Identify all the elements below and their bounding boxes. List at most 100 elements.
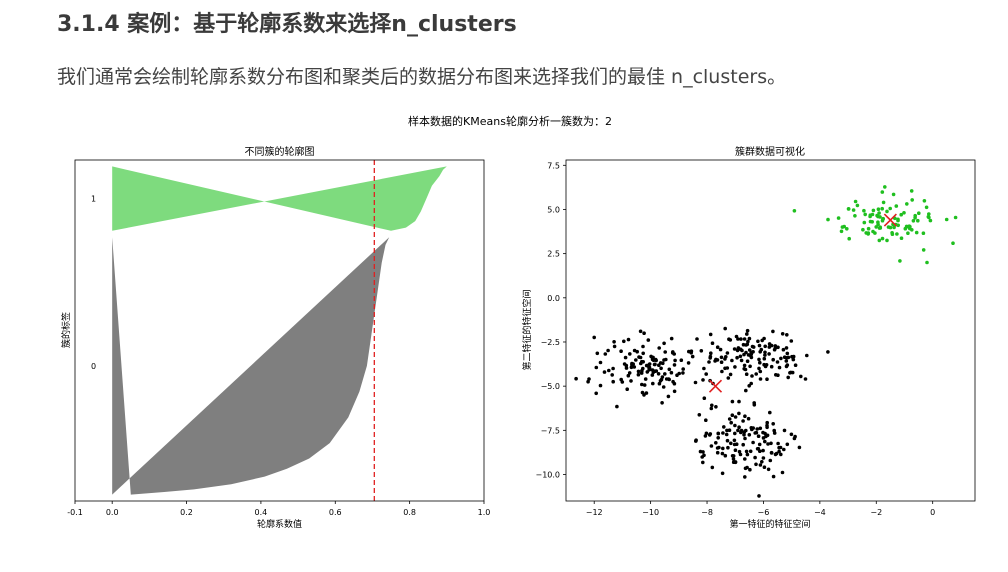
silhouette-plot-title: 不同簇的轮廓图 (245, 145, 315, 158)
scatter-point-cluster-0 (784, 356, 789, 360)
scatter-point-cluster-1 (916, 218, 920, 223)
scatter-point-cluster-0 (768, 410, 772, 415)
scatter-point-cluster-0 (743, 436, 747, 441)
scatter-point-cluster-0 (728, 338, 733, 342)
scatter-point-cluster-0 (745, 452, 750, 457)
scatter-point-cluster-0 (785, 333, 789, 337)
scatter-point-cluster-1 (861, 227, 865, 232)
scatter-point-cluster-0 (681, 371, 685, 375)
x-tick-label: −10 (642, 508, 659, 517)
scatter-point-cluster-0 (694, 438, 698, 443)
scatter-plot: 簇群数据可视化 −12 −10 −8 −6 −4 −2 0 −10.0 −7.5 −5.0 −2.… (521, 145, 976, 530)
scatter-point-cluster-1 (914, 230, 919, 235)
scatter-point-cluster-0 (715, 450, 720, 455)
scatter-point-cluster-0 (607, 368, 611, 373)
scatter-point-cluster-1 (903, 226, 908, 231)
scatter-point-cluster-0 (776, 441, 780, 446)
scatter-point-cluster-0 (725, 438, 730, 443)
scatter-point-cluster-0 (786, 375, 790, 380)
scatter-point-cluster-1 (906, 224, 910, 229)
scatter-point-cluster-1 (876, 222, 880, 227)
scatter-point-cluster-1 (877, 211, 881, 215)
scatter-point-cluster-0 (768, 458, 773, 463)
scatter-point-cluster-0 (733, 431, 737, 436)
scatter-point-cluster-1 (870, 212, 875, 217)
scatter-point-cluster-0 (720, 451, 725, 456)
scatter-point-cluster-1 (899, 236, 904, 240)
scatter-point-cluster-0 (646, 338, 651, 342)
scatter-y-ticks: −10.0 −7.5 −5.0 −2.5 0.0 2.5 5.0 7.5 (535, 161, 566, 479)
scatter-point-cluster-0 (736, 346, 741, 350)
scatter-point-cluster-0 (659, 377, 664, 382)
scatter-point-cluster-0 (715, 345, 720, 350)
scatter-plot-title: 簇群数据可视化 (735, 145, 805, 158)
scatter-point-cluster-0 (657, 381, 662, 386)
scatter-point-cluster-0 (699, 349, 704, 353)
scatter-point-cluster-0 (739, 337, 743, 341)
scatter-point-cluster-0 (698, 449, 703, 454)
scatter-point-cluster-0 (744, 388, 748, 393)
scatter-point-cluster-0 (779, 452, 783, 457)
scatter-point-cluster-0 (744, 350, 748, 355)
scatter-point-cluster-0 (777, 365, 782, 370)
scatter-point-cluster-0 (663, 372, 667, 376)
scatter-point-cluster-0 (690, 354, 695, 359)
scatter-point-cluster-0 (642, 331, 646, 336)
scatter-point-cluster-0 (709, 351, 713, 356)
cluster-center-marker (883, 213, 897, 227)
scatter-point-cluster-0 (741, 419, 745, 423)
scatter-point-cluster-0 (701, 460, 705, 465)
scatter-point-cluster-0 (771, 329, 775, 334)
scatter-point-cluster-0 (773, 344, 778, 348)
scatter-point-cluster-0 (763, 431, 767, 436)
scatter-point-cluster-0 (721, 446, 725, 451)
scatter-point-cluster-0 (743, 457, 747, 461)
scatter-point-cluster-1 (910, 228, 914, 232)
scatter-point-cluster-0 (732, 347, 737, 351)
scatter-point-cluster-0 (737, 399, 741, 404)
scatter-x-ticks: −12 −10 −8 −6 −4 −2 0 (586, 501, 935, 517)
x-tick-label: 0.8 (403, 508, 416, 517)
scatter-point-cluster-1 (839, 229, 844, 234)
scatter-point-cluster-0 (762, 336, 766, 341)
scatter-point-cluster-0 (725, 428, 729, 433)
scatter-point-cluster-0 (632, 348, 637, 353)
scatter-point-cluster-1 (925, 260, 929, 265)
scatter-point-cluster-0 (619, 377, 623, 382)
scatter-point-cluster-0 (650, 357, 655, 361)
scatter-point-cluster-0 (765, 423, 769, 428)
scatter-point-cluster-0 (734, 334, 739, 339)
scatter-point-cluster-0 (716, 436, 720, 440)
scatter-point-cluster-1 (902, 211, 906, 215)
scatter-point-cluster-0 (672, 389, 677, 394)
scatter-point-cluster-0 (745, 328, 750, 333)
scatter-point-cluster-0 (758, 377, 763, 381)
scatter-point-cluster-1 (846, 207, 851, 211)
scatter-point-cluster-0 (602, 370, 607, 374)
x-tick-label: 0.6 (329, 508, 342, 517)
scatter-point-cluster-1 (880, 190, 885, 194)
scatter-point-cluster-0 (775, 360, 780, 364)
scatter-point-cluster-0 (704, 431, 709, 436)
x-tick-label: 1.0 (478, 508, 491, 517)
scatter-point-cluster-1 (836, 216, 841, 220)
scatter-point-cluster-0 (733, 415, 738, 419)
silhouette-area-cluster-1 (112, 166, 447, 231)
scatter-point-cluster-0 (701, 378, 705, 382)
scatter-point-cluster-0 (777, 449, 781, 454)
scatter-point-cluster-1 (917, 211, 921, 215)
scatter-point-cluster-0 (662, 358, 666, 362)
scatter-point-cluster-0 (697, 413, 702, 417)
x-tick-label: 0.0 (106, 508, 119, 517)
scatter-point-cluster-1 (951, 241, 955, 245)
scatter-point-cluster-1 (928, 218, 933, 223)
scatter-point-cluster-0 (727, 417, 732, 421)
scatter-point-cluster-0 (738, 452, 743, 457)
scatter-point-cluster-0 (756, 339, 760, 344)
scatter-point-cluster-0 (594, 391, 598, 396)
scatter-point-cluster-0 (776, 345, 780, 350)
scatter-point-cluster-0 (745, 359, 750, 364)
scatter-point-cluster-0 (707, 433, 712, 437)
scatter-point-cluster-1 (875, 213, 879, 218)
